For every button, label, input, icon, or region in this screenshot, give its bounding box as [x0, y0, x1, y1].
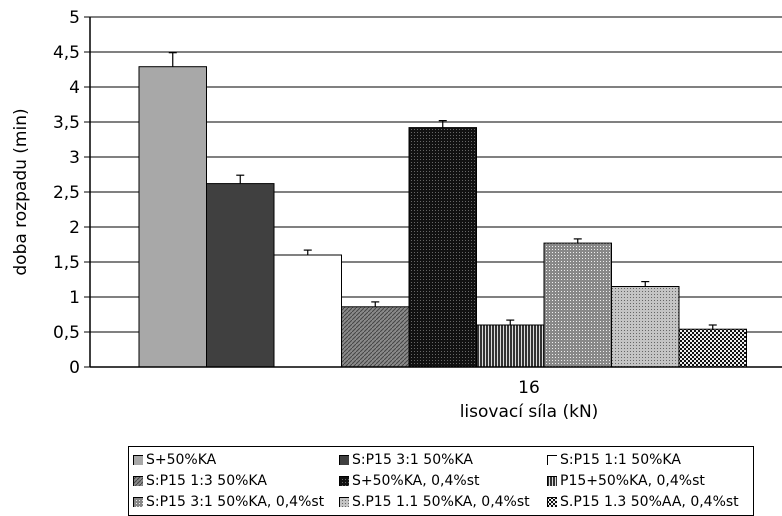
- legend-label: S.P15 1.3 50%AA, 0,4%st: [560, 494, 739, 510]
- legend-swatch: [133, 497, 143, 507]
- legend-item: S.P15 1.3 50%AA, 0,4%st: [547, 492, 751, 512]
- y-axis-title: doba rozpadu (min): [11, 108, 31, 275]
- y-tick-label: 4,5: [53, 43, 80, 63]
- legend-swatch: [339, 476, 349, 486]
- y-tick-label: 1,5: [53, 253, 80, 273]
- legend-item: S+50%KA: [133, 450, 337, 470]
- y-tick-label: 0,5: [53, 323, 80, 343]
- bar: [543, 242, 612, 368]
- x-tick-label: 16: [518, 378, 540, 398]
- legend-item: S:P15 3:1 50%KA, 0,4%st: [133, 492, 337, 512]
- legend-label: S:P15 3:1 50%KA, 0,4%st: [146, 494, 325, 510]
- bars: [138, 52, 747, 368]
- legend-label: S:P15 1:1 50%KA: [560, 452, 681, 468]
- legend-label: P15+50%KA, 0,4%st: [560, 473, 705, 489]
- bar: [138, 66, 207, 368]
- y-tick-label: 3,5: [53, 113, 80, 133]
- legend-item: S:P15 1:1 50%KA: [547, 450, 751, 470]
- legend-item: S:P15 1:3 50%KA: [133, 471, 337, 491]
- legend-item: P15+50%KA, 0,4%st: [547, 471, 751, 491]
- legend: S+50%KA S:P15 3:1 50%KA S:P15 1:1 50%KA S:P…: [128, 446, 754, 516]
- y-tick-label: 2: [69, 218, 80, 238]
- bar-chart: 0 0,5 1 1,5 2 2,5 3 3,5 4 4,5 5 doba rozpadu (min)…: [11, 8, 782, 422]
- bar: [408, 127, 477, 368]
- legend-swatch: [339, 455, 349, 465]
- bar: [273, 254, 342, 368]
- y-tick-label: 5: [69, 8, 80, 28]
- x-axis-title: lisovací síla (kN): [460, 402, 599, 422]
- legend-label: S.P15 1.1 50%KA, 0,4%st: [352, 494, 530, 510]
- y-tick-label: 4: [69, 78, 80, 98]
- bar: [206, 183, 275, 368]
- legend-swatch: [339, 497, 349, 507]
- bar: [678, 328, 747, 368]
- y-tick-label: 3: [69, 148, 80, 168]
- legend-swatch: [547, 455, 557, 465]
- bar: [476, 324, 545, 368]
- legend-swatch: [547, 497, 557, 507]
- legend-item: S+50%KA, 0,4%st: [339, 471, 545, 491]
- bar: [611, 286, 680, 368]
- axes: 0 0,5 1 1,5 2 2,5 3 3,5 4 4,5 5: [53, 8, 782, 378]
- legend-label: S+50%KA: [146, 452, 217, 468]
- y-tick-label: 1: [69, 288, 80, 308]
- legend-item: S.P15 1.1 50%KA, 0,4%st: [339, 492, 545, 512]
- legend-swatch: [133, 455, 143, 465]
- y-tick-label: 2,5: [53, 183, 80, 203]
- legend-label: S:P15 3:1 50%KA: [352, 452, 473, 468]
- legend-swatch: [547, 476, 557, 486]
- legend-item: S:P15 3:1 50%KA: [339, 450, 545, 470]
- y-tick-label: 0: [69, 358, 80, 378]
- legend-label: S+50%KA, 0,4%st: [352, 473, 480, 489]
- bar: [341, 306, 410, 368]
- legend-label: S:P15 1:3 50%KA: [146, 473, 267, 489]
- legend-swatch: [133, 476, 143, 486]
